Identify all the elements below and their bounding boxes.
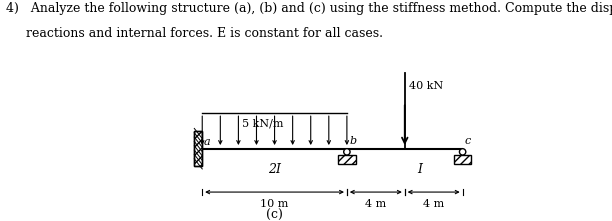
Bar — [194, 131, 202, 166]
Text: c: c — [465, 136, 471, 146]
Bar — [194, 131, 202, 166]
Text: 5 kN/m: 5 kN/m — [242, 118, 284, 128]
Text: I: I — [417, 163, 422, 176]
Text: a: a — [204, 137, 211, 147]
Text: (c): (c) — [266, 209, 283, 221]
Text: 4 m: 4 m — [423, 199, 444, 209]
Text: reactions and internal forces. E is constant for all cases.: reactions and internal forces. E is cons… — [6, 27, 383, 40]
Bar — [454, 155, 471, 164]
Bar — [338, 155, 356, 164]
Circle shape — [460, 149, 466, 155]
Circle shape — [344, 149, 350, 155]
Text: 10 m: 10 m — [260, 199, 289, 209]
Text: b: b — [349, 136, 356, 146]
Text: 4 m: 4 m — [365, 199, 386, 209]
Text: 4)   Analyze the following structure (a), (b) and (c) using the stiffness method: 4) Analyze the following structure (a), … — [6, 2, 612, 15]
Text: 40 kN: 40 kN — [409, 82, 443, 91]
Text: 2I: 2I — [268, 163, 281, 176]
